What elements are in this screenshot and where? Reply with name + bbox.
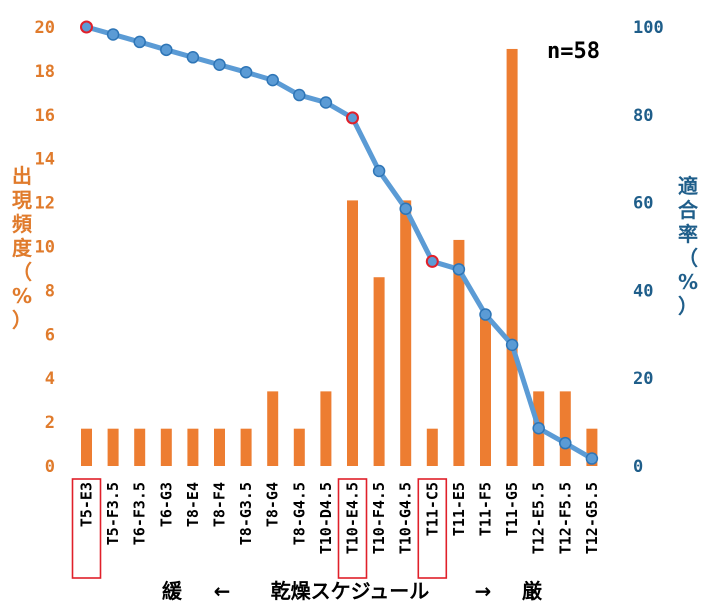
bar-T10-G4.5 (400, 200, 412, 466)
bar-T8-G3.5 (240, 428, 252, 466)
category-label-T10-F4.5: T10-F4.5 (370, 482, 388, 554)
category-label-T5-F3.5: T5-F3.5 (104, 482, 122, 545)
point-T8-G3.5 (239, 65, 253, 79)
left-tick-16: 16 (35, 106, 55, 126)
x-axis-title: 緩 ← 乾燥スケジュール → 厳 (162, 579, 543, 603)
point-T5-E3 (80, 20, 93, 34)
point-T8-E4 (186, 51, 200, 64)
right-tick-0: 0 (633, 457, 643, 477)
highlight-box-T5-E3 (71, 478, 102, 579)
category-labels: T5-E3 T5-F3.5 T6-F3.5 T6-G3 T8-E4 T8-F4 T8-G3.… (78, 482, 601, 554)
svg-text:適合率（%）: 適合率（%） (678, 174, 699, 318)
category-label-T12-F5.5: T12-F5.5 (556, 482, 574, 554)
highlight-box-T11-C5 (417, 478, 448, 579)
left-tick-18: 18 (35, 62, 55, 82)
point-T12-E5.5 (532, 421, 545, 435)
bar-T8-G4.5 (293, 428, 305, 466)
bar-T6-F3.5 (134, 428, 146, 466)
category-label-T8-F4: T8-F4 (211, 482, 229, 527)
bar-T10-F4.5 (373, 277, 385, 466)
point-T11-E5 (452, 263, 466, 276)
left-tick-6: 6 (45, 325, 55, 345)
bar-T10-E4.5 (347, 200, 358, 466)
category-label-T12-E5.5: T12-E5.5 (530, 482, 548, 554)
left-tick-8: 8 (45, 281, 55, 301)
point-T10-E4.5 (346, 111, 359, 125)
point-T8-G4.5 (293, 88, 306, 102)
point-T11-C5 (425, 254, 439, 268)
point-T10-D4.5 (319, 96, 333, 109)
left-tick-0: 0 (45, 457, 55, 477)
point-T10-G4.5 (399, 202, 412, 215)
point-T12-F5.5 (559, 436, 572, 450)
bar-T11-E5 (453, 239, 465, 466)
point-T8-F4 (213, 58, 226, 72)
bar-T12-F5.5 (559, 391, 571, 466)
point-T5-F3.5 (106, 28, 120, 41)
right-axis-title: 適合率（%） (678, 174, 699, 318)
point-T8-G4 (266, 73, 279, 87)
right-tick-80: 80 (633, 106, 653, 126)
right-axis-ticks: 0 20 40 60 80 100 (633, 18, 664, 477)
bars-layer (81, 48, 598, 466)
bar-T12-G5.5 (586, 428, 598, 466)
point-T10-F4.5 (372, 164, 386, 178)
category-label-T8-G4.5: T8-G4.5 (290, 482, 308, 545)
category-label-T5-E3: T5-E3 (78, 482, 96, 527)
left-tick-14: 14 (35, 150, 55, 170)
category-label-T6-G3: T6-G3 (157, 482, 175, 527)
category-highlights (71, 478, 448, 579)
right-tick-100: 100 (633, 18, 664, 38)
category-label-T11-C5: T11-C5 (423, 482, 441, 536)
right-tick-20: 20 (633, 369, 653, 389)
left-tick-20: 20 (35, 18, 55, 38)
point-T6-G3 (160, 43, 173, 57)
category-label-T8-G3.5: T8-G3.5 (237, 482, 255, 545)
point-T11-G5 (505, 338, 519, 352)
point-T12-G5.5 (585, 452, 599, 465)
sample-size-label: n=58 (547, 39, 600, 64)
x-axis-right-arrow: → (475, 579, 492, 603)
left-tick-10: 10 (35, 238, 55, 258)
left-tick-4: 4 (45, 369, 55, 389)
category-label-T10-E4.5: T10-E4.5 (344, 482, 362, 554)
left-axis-title: 出現頻度（%） (12, 164, 33, 332)
bar-T11-G5 (506, 48, 518, 466)
bar-T11-F5 (480, 314, 491, 466)
right-tick-60: 60 (633, 194, 653, 214)
category-label-T10-D4.5: T10-D4.5 (317, 482, 335, 554)
category-label-T11-G5: T11-G5 (503, 482, 521, 536)
bar-T10-D4.5 (320, 391, 332, 466)
bar-T8-E4 (187, 428, 199, 466)
x-axis-title-text: 乾燥スケジュール (271, 579, 430, 603)
left-tick-12: 12 (35, 194, 55, 214)
x-axis-left-arrow: ← (214, 579, 231, 603)
category-label-T10-G4.5: T10-G4.5 (397, 482, 415, 554)
category-label-T11-E5: T11-E5 (450, 482, 468, 536)
category-label-T6-F3.5: T6-F3.5 (131, 482, 149, 545)
highlight-box-T10-E4.5 (337, 478, 368, 579)
svg-text:出現頻度（%）: 出現頻度（%） (12, 164, 33, 332)
left-axis-ticks: 0 2 4 6 8 10 12 14 16 18 20 (35, 18, 55, 477)
category-label-T12-G5.5: T12-G5.5 (583, 482, 601, 554)
left-tick-2: 2 (45, 413, 55, 433)
bar-T5-E3 (81, 428, 92, 466)
right-tick-40: 40 (633, 281, 653, 301)
bar-T8-G4 (267, 391, 279, 466)
point-T6-F3.5 (133, 35, 146, 49)
category-label-T8-E4: T8-E4 (184, 482, 202, 527)
x-axis-left-text: 緩 (162, 579, 183, 603)
x-axis-right-text: 厳 (522, 579, 543, 603)
bar-T6-G3 (160, 428, 172, 466)
bar-T11-C5 (426, 428, 438, 466)
category-label-T8-G4: T8-G4 (264, 482, 282, 527)
line-layer (80, 20, 599, 465)
category-label-T11-F5: T11-F5 (477, 482, 495, 536)
point-T11-F5 (479, 308, 492, 321)
bar-T5-F3.5 (107, 428, 119, 466)
bar-T8-F4 (214, 428, 225, 466)
